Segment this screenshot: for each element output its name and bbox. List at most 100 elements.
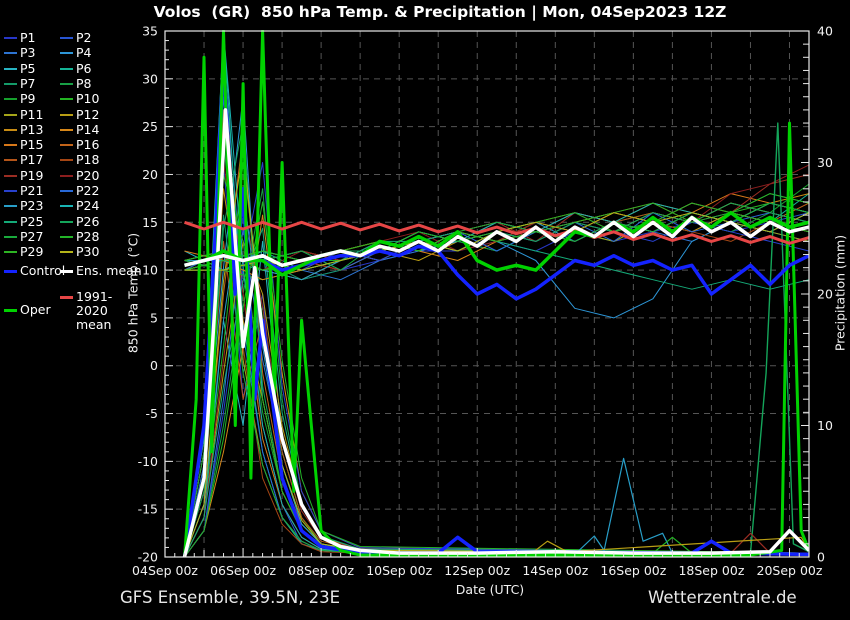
x-axis-label: Date (UTC) [455,582,525,597]
y-right-tick-label: 20 [817,287,833,302]
x-tick-label: 18Sep 00z [678,563,744,578]
legend-line-swatch [60,159,73,162]
legend-label: P4 [76,45,92,61]
temp-Control [184,244,809,301]
legend-label: P20 [76,167,100,183]
legend-line-swatch [60,235,73,238]
x-tick-label: 06Sep 00z [210,563,276,578]
legend-label: P26 [76,213,100,229]
precip-Oper [183,30,809,558]
legend-line-swatch [60,37,73,39]
legend-label: P7 [20,75,36,91]
legend-item-P21: P21 [4,184,43,198]
legend-label: P13 [20,121,44,137]
legend-label: Oper [20,302,51,317]
footer-site-name: Wetterzentrale.de [648,588,797,607]
footer-model-info: GFS Ensemble, 39.5N, 23E [120,588,341,607]
legend-line-swatch [4,82,17,85]
legend-label: P3 [20,45,36,61]
legend-item-P13: P13 [4,121,44,137]
legend-line-swatch [4,308,17,312]
legend-line-swatch [4,128,17,131]
legend-item-control: Control [4,264,65,278]
legend-label: P28 [76,228,100,244]
legend-item-P27: P27 [4,228,44,244]
legend-item-P6: P6 [60,60,92,76]
legend-item-P28: P28 [60,228,100,244]
legend-item-P18: P18 [60,153,99,167]
legend-label: P22 [76,183,100,198]
legend-label: P25 [20,213,44,229]
y-right-tick-label: 10 [817,418,833,433]
legend-item-P5: P5 [4,61,36,76]
legend-label: P14 [76,121,100,137]
legend-label: P17 [20,152,44,168]
y-right-tick-label: 40 [817,24,833,39]
legend-line-swatch [60,67,73,70]
legend-label: P30 [76,244,100,260]
legend-item-P23: P23 [4,199,43,213]
legend-label: P9 [20,91,36,107]
legend-label: P1 [20,30,36,45]
legend-line-swatch [4,190,17,192]
x-tick-label: 16Sep 00z [600,563,666,578]
legend-line-swatch [60,144,73,147]
y-left-tick-label: 30 [142,71,158,86]
precip-member-P28 [184,201,809,558]
legend-item-P8: P8 [60,76,92,91]
legend-item-P3: P3 [4,46,36,60]
precip-member-P21 [184,162,809,558]
legend-item-P7: P7 [4,75,36,91]
legend-label: P10 [76,91,100,107]
legend-label: P27 [20,228,44,244]
legend-item-P22: P22 [60,184,99,198]
legend-line-swatch [4,113,17,116]
y-left-tick-label: 20 [142,167,158,182]
legend-line-swatch [60,251,73,254]
legend-item-P4: P4 [60,46,92,60]
legend-label: P6 [76,60,92,76]
y-left-tick-label: 15 [142,215,158,230]
legend-line-swatch [4,52,17,55]
page-title: Volos (GR) 850 hPa Temp. & Precipitation… [153,3,727,21]
legend-line-swatch [60,52,73,55]
legend-line-swatch [4,98,17,101]
legend-item-P12: P12 [60,107,99,122]
legend-line-swatch [4,67,17,70]
legend-line-swatch [60,174,73,177]
legend-item-oper: Oper [4,303,51,317]
legend-label: P16 [76,137,100,153]
x-tick-label: 12Sep 00z [444,563,510,578]
legend-line-swatch [4,144,17,147]
legend-line-swatch [4,159,17,162]
x-tick-label: 04Sep 00z [132,563,198,578]
legend-item-P29: P29 [4,245,43,259]
temp-Ens. mean [184,215,809,268]
legend-label: Control [20,263,66,278]
legend-item-P1: P1 [4,31,36,45]
temp-Oper [184,210,809,277]
legend-line-swatch [60,205,73,208]
legend-item-climate-mean: 1991-2020 mean [60,290,138,332]
legend-label: P11 [20,106,44,122]
x-tick-label: 10Sep 00z [366,563,432,578]
legend-line-swatch [4,235,17,238]
legend-line-swatch [4,220,17,223]
legend-line-swatch [60,190,73,192]
legend-line-swatch [60,113,73,116]
y-left-tick-label: 35 [142,24,158,39]
legend-label: P23 [20,198,44,214]
legend-line-swatch [60,82,73,85]
legend-item-ens-mean: Ens. mean [60,264,142,278]
precip-extra-P23 [574,457,673,555]
legend-item-P10: P10 [60,92,99,106]
legend-line-swatch [4,269,17,273]
legend-label: 1991-2020 mean [76,289,113,332]
legend-label: P2 [76,30,92,45]
legend-label: P29 [20,244,44,260]
y-left-tick-label: -10 [138,454,158,469]
y-left-tick-label: 0 [150,358,158,373]
legend-line-swatch [4,205,17,208]
y-right-tick-label: 0 [817,550,825,565]
